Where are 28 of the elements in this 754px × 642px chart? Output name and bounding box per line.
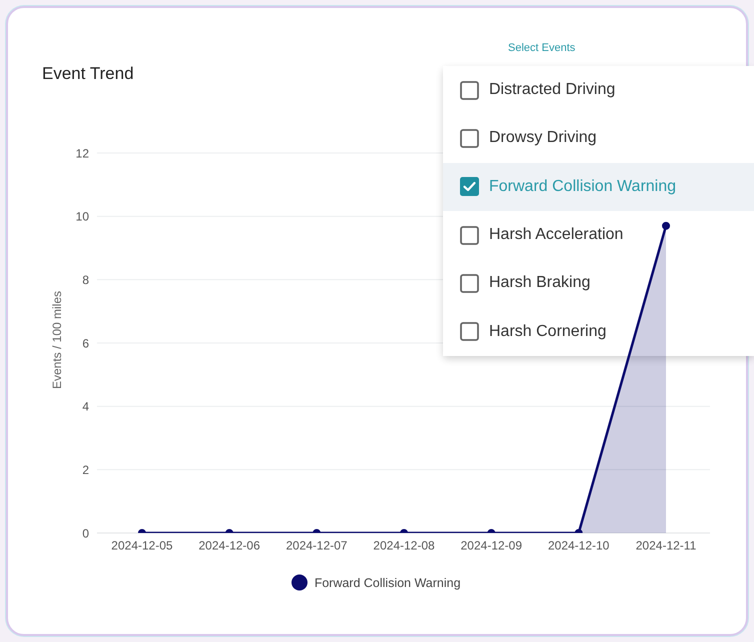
annotation: Harsh Cornering [489,322,606,341]
x-tick-label: 2024-12-06 [198,538,260,553]
menu-option: Harsh Braking [443,259,754,308]
menu-option: Harsh Cornering [443,307,754,356]
x-tick-label: 2024-12-07 [286,538,348,553]
x-tick-label: 2024-12-09 [460,538,522,553]
y-tick-label: 10 [76,210,90,224]
legend-label: Forward Collision Warning [314,576,461,590]
annotation: Harsh Braking [489,274,590,292]
y-tick-label: 4 [82,400,90,414]
text: Select Events [508,42,576,54]
x-tick-label: 2024-12-08 [373,538,436,553]
menu-option: Drowsy Driving [443,114,754,163]
y-tick-label: 6 [82,336,90,350]
menu-option: Distracted Driving [443,66,754,114]
menu-option: Harsh Acceleration [443,210,754,260]
y-tick-label: 12 [76,146,90,160]
annotation: Harsh Acceleration [489,226,624,244]
selected-menu-option: Forward Collision Warning [443,162,754,211]
x-tick-label: 2024-12-10 [548,538,610,553]
y-tick-label: 2 [82,462,90,477]
y-tick-label: 0 [82,526,90,540]
x-tick-label: 2024-12-11 [636,538,697,553]
chart-title: Event Trend [42,64,134,84]
y-tick-label: 8 [82,272,90,287]
y-axis-title: Events / 100 miles [50,290,64,390]
x-tick-label: 2024-12-05 [111,538,174,553]
annotation: Forward Collision Warning [489,178,676,196]
